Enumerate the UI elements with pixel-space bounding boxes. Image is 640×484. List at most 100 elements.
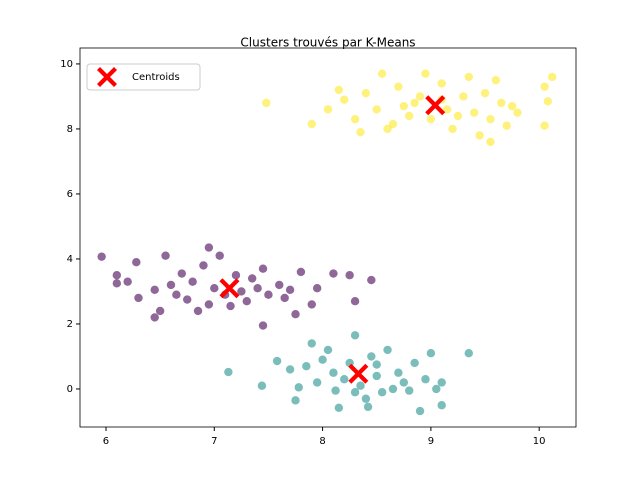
point bbox=[345, 271, 354, 280]
point bbox=[166, 280, 176, 290]
point bbox=[363, 402, 373, 412]
point bbox=[331, 386, 340, 395]
point bbox=[399, 101, 409, 111]
point bbox=[497, 98, 506, 108]
point bbox=[264, 290, 273, 299]
point bbox=[161, 251, 170, 260]
point bbox=[356, 381, 365, 390]
centroid bbox=[219, 278, 240, 299]
point bbox=[231, 271, 241, 280]
point bbox=[210, 284, 219, 293]
point bbox=[123, 277, 132, 286]
point bbox=[372, 360, 381, 369]
point bbox=[329, 368, 338, 377]
point bbox=[272, 356, 282, 366]
point bbox=[367, 352, 376, 361]
point bbox=[132, 258, 141, 267]
point bbox=[224, 367, 233, 377]
point bbox=[491, 75, 501, 85]
point bbox=[188, 277, 197, 286]
point bbox=[448, 124, 457, 134]
y-tick-label: 2 bbox=[67, 319, 73, 330]
point bbox=[356, 127, 365, 137]
point bbox=[480, 88, 490, 98]
point bbox=[253, 284, 262, 293]
x-tick-label: 6 bbox=[103, 436, 109, 447]
point bbox=[513, 108, 522, 117]
point bbox=[486, 137, 495, 147]
point bbox=[258, 264, 268, 273]
x-tick-label: 10 bbox=[533, 436, 546, 447]
point bbox=[226, 301, 235, 311]
y-tick-label: 0 bbox=[67, 384, 73, 395]
point bbox=[247, 274, 257, 283]
point bbox=[296, 267, 306, 277]
y-tick-label: 4 bbox=[67, 254, 73, 265]
point bbox=[377, 69, 387, 78]
point bbox=[388, 384, 398, 394]
point bbox=[262, 98, 271, 108]
point bbox=[421, 69, 430, 78]
point bbox=[242, 297, 251, 306]
point bbox=[410, 358, 419, 368]
point bbox=[507, 101, 517, 111]
point bbox=[177, 269, 186, 278]
point bbox=[285, 365, 295, 374]
point bbox=[464, 349, 473, 358]
legend-marker bbox=[97, 67, 117, 87]
point bbox=[361, 394, 371, 403]
point bbox=[318, 355, 327, 364]
point bbox=[388, 119, 398, 129]
point bbox=[97, 252, 106, 261]
point bbox=[415, 92, 425, 101]
point bbox=[410, 98, 419, 108]
point bbox=[437, 401, 446, 410]
x-tick-label: 8 bbox=[319, 436, 325, 447]
point bbox=[204, 243, 214, 252]
point bbox=[377, 388, 387, 397]
point bbox=[294, 383, 303, 392]
point bbox=[383, 345, 392, 355]
point bbox=[150, 285, 159, 295]
point bbox=[257, 381, 267, 390]
point bbox=[334, 85, 344, 95]
point bbox=[383, 124, 392, 134]
point bbox=[183, 295, 192, 304]
chart-title: Clusters trouvés par K-Means bbox=[240, 36, 415, 50]
x-tick-label: 9 bbox=[428, 436, 434, 447]
point bbox=[258, 321, 268, 330]
axes-frame bbox=[79, 47, 577, 428]
point bbox=[361, 88, 371, 98]
point bbox=[437, 378, 446, 387]
point bbox=[237, 287, 246, 296]
point bbox=[459, 92, 468, 101]
point bbox=[415, 406, 425, 416]
point bbox=[475, 131, 484, 140]
point bbox=[134, 293, 143, 303]
point bbox=[112, 271, 122, 280]
point bbox=[426, 349, 436, 358]
point bbox=[334, 403, 344, 413]
x-tick-label: 7 bbox=[211, 436, 217, 447]
legend-label: Centroids bbox=[132, 72, 180, 83]
y-tick-label: 8 bbox=[67, 124, 73, 135]
point bbox=[150, 313, 159, 322]
point bbox=[540, 121, 549, 130]
point bbox=[307, 119, 316, 129]
centroid bbox=[425, 95, 446, 116]
point bbox=[486, 114, 495, 124]
point bbox=[394, 82, 403, 91]
point bbox=[312, 378, 322, 387]
point bbox=[453, 111, 463, 121]
point bbox=[367, 275, 376, 285]
point bbox=[350, 331, 360, 340]
point bbox=[350, 388, 360, 397]
point bbox=[172, 290, 181, 299]
point bbox=[432, 384, 441, 394]
point bbox=[112, 279, 122, 288]
point bbox=[543, 97, 553, 106]
point bbox=[215, 251, 224, 260]
point bbox=[372, 105, 381, 114]
point bbox=[437, 79, 446, 88]
